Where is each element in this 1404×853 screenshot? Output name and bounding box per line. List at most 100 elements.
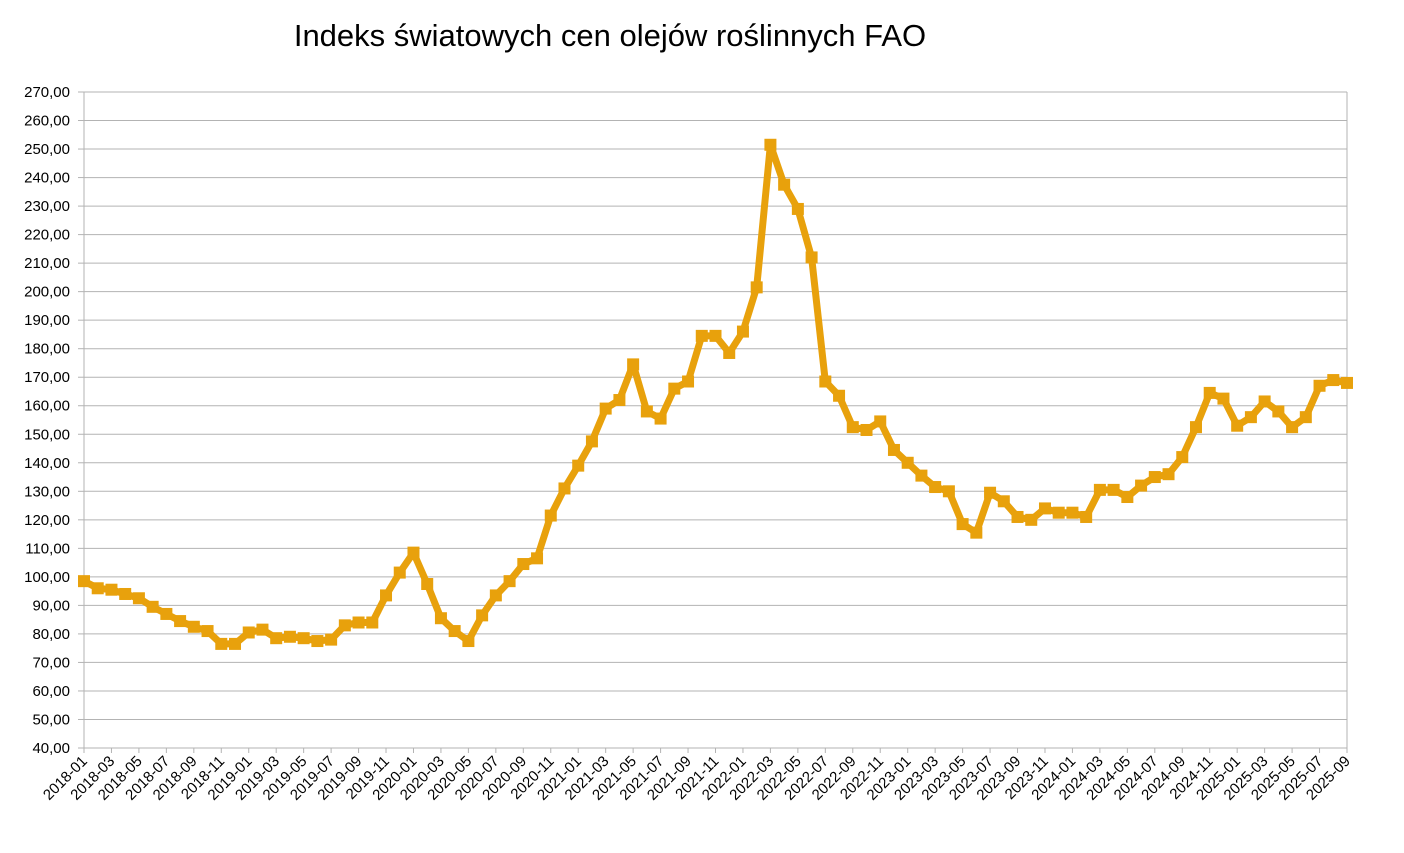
data-point [421, 578, 434, 590]
data-point [531, 552, 544, 565]
data-point [709, 329, 722, 342]
data-point [572, 459, 585, 472]
data-point [1299, 411, 1312, 424]
y-tick-label: 250,00 [24, 141, 70, 158]
y-tick-label: 170,00 [24, 369, 70, 386]
data-point [970, 526, 983, 539]
data-point [91, 582, 104, 595]
data-point [311, 635, 324, 648]
data-point [352, 616, 365, 629]
data-point [1011, 510, 1024, 523]
data-point [1313, 379, 1326, 392]
data-point [270, 632, 283, 645]
y-tick-label: 230,00 [24, 198, 70, 215]
data-point [366, 616, 379, 629]
data-point [462, 635, 475, 648]
data-point [174, 615, 187, 628]
data-point [132, 592, 145, 605]
data-point [1135, 479, 1148, 492]
y-tick-label: 150,00 [24, 426, 70, 443]
y-tick-label: 120,00 [24, 512, 70, 529]
data-point [380, 589, 393, 602]
data-point [874, 415, 887, 428]
y-tick-label: 140,00 [24, 455, 70, 472]
data-point [984, 486, 997, 499]
data-point [860, 423, 873, 436]
data-point [833, 389, 846, 402]
data-point [105, 583, 118, 596]
y-tick-label: 50,00 [32, 711, 70, 728]
data-point [1162, 468, 1175, 481]
data-point [791, 202, 804, 215]
data-point [956, 518, 969, 531]
y-axis-tick-labels: 40,00 50,00 60,00 70,00 80,00 90,00 100,00 110,… [24, 84, 70, 757]
data-point [297, 632, 310, 645]
data-point [599, 402, 612, 415]
y-tick-label: 130,00 [24, 483, 70, 500]
data-point [1286, 421, 1299, 434]
data-point [215, 637, 228, 650]
data-point [585, 435, 598, 448]
data-point [229, 637, 242, 650]
data-point [1052, 506, 1065, 519]
data-point [805, 251, 818, 264]
data-point [997, 495, 1010, 508]
data-point [1121, 491, 1134, 504]
data-point [1203, 386, 1216, 399]
y-tick-label: 80,00 [32, 626, 70, 643]
data-point [723, 346, 736, 359]
data-point [393, 566, 406, 579]
data-point [1258, 395, 1271, 408]
data-point [1341, 376, 1353, 389]
data-point [942, 485, 955, 498]
data-point [119, 587, 132, 600]
axes [78, 91, 1348, 753]
data-point [929, 481, 942, 494]
data-point [544, 509, 557, 522]
data-point [325, 633, 338, 646]
data-point [750, 281, 763, 294]
data-point [283, 630, 296, 643]
y-tick-label: 260,00 [24, 113, 70, 130]
y-tick-label: 240,00 [24, 170, 70, 187]
data-point [503, 575, 516, 588]
y-tick-label: 90,00 [32, 597, 70, 614]
data-point [915, 469, 928, 482]
data-point [695, 329, 708, 342]
data-point [613, 394, 626, 407]
data-point [846, 421, 859, 434]
data-point [558, 482, 571, 495]
data-point [242, 626, 255, 639]
y-tick-label: 40,00 [32, 740, 70, 757]
data-point [1272, 405, 1285, 418]
data-point [1066, 506, 1079, 519]
data-point [1327, 374, 1340, 387]
y-tick-label: 200,00 [24, 284, 70, 301]
data-point [448, 625, 461, 638]
x-axis-tick-labels: 2018-012018-032018-052018-072018-092018-… [40, 753, 1354, 804]
data-point [201, 625, 214, 638]
y-tick-label: 70,00 [32, 654, 70, 671]
y-tick-label: 100,00 [24, 569, 70, 586]
data-point [256, 623, 269, 636]
data-point [640, 405, 653, 418]
data-point [887, 443, 900, 456]
data-point [778, 178, 791, 191]
data-point [1038, 502, 1051, 515]
data-point [146, 600, 159, 613]
chart-title: Indeks światowych cen olejów roślinnych … [293, 18, 927, 53]
y-tick-label: 180,00 [24, 341, 70, 358]
y-tick-label: 160,00 [24, 398, 70, 415]
y-tick-label: 190,00 [24, 312, 70, 329]
data-point [338, 619, 351, 632]
data-point [668, 382, 681, 395]
data-point [1176, 451, 1189, 464]
data-point [1025, 513, 1038, 526]
data-point [819, 375, 832, 388]
y-tick-label: 220,00 [24, 227, 70, 244]
y-tick-label: 210,00 [24, 255, 70, 272]
data-point [1244, 411, 1257, 424]
data-point [627, 358, 640, 371]
data-point [1217, 392, 1230, 405]
